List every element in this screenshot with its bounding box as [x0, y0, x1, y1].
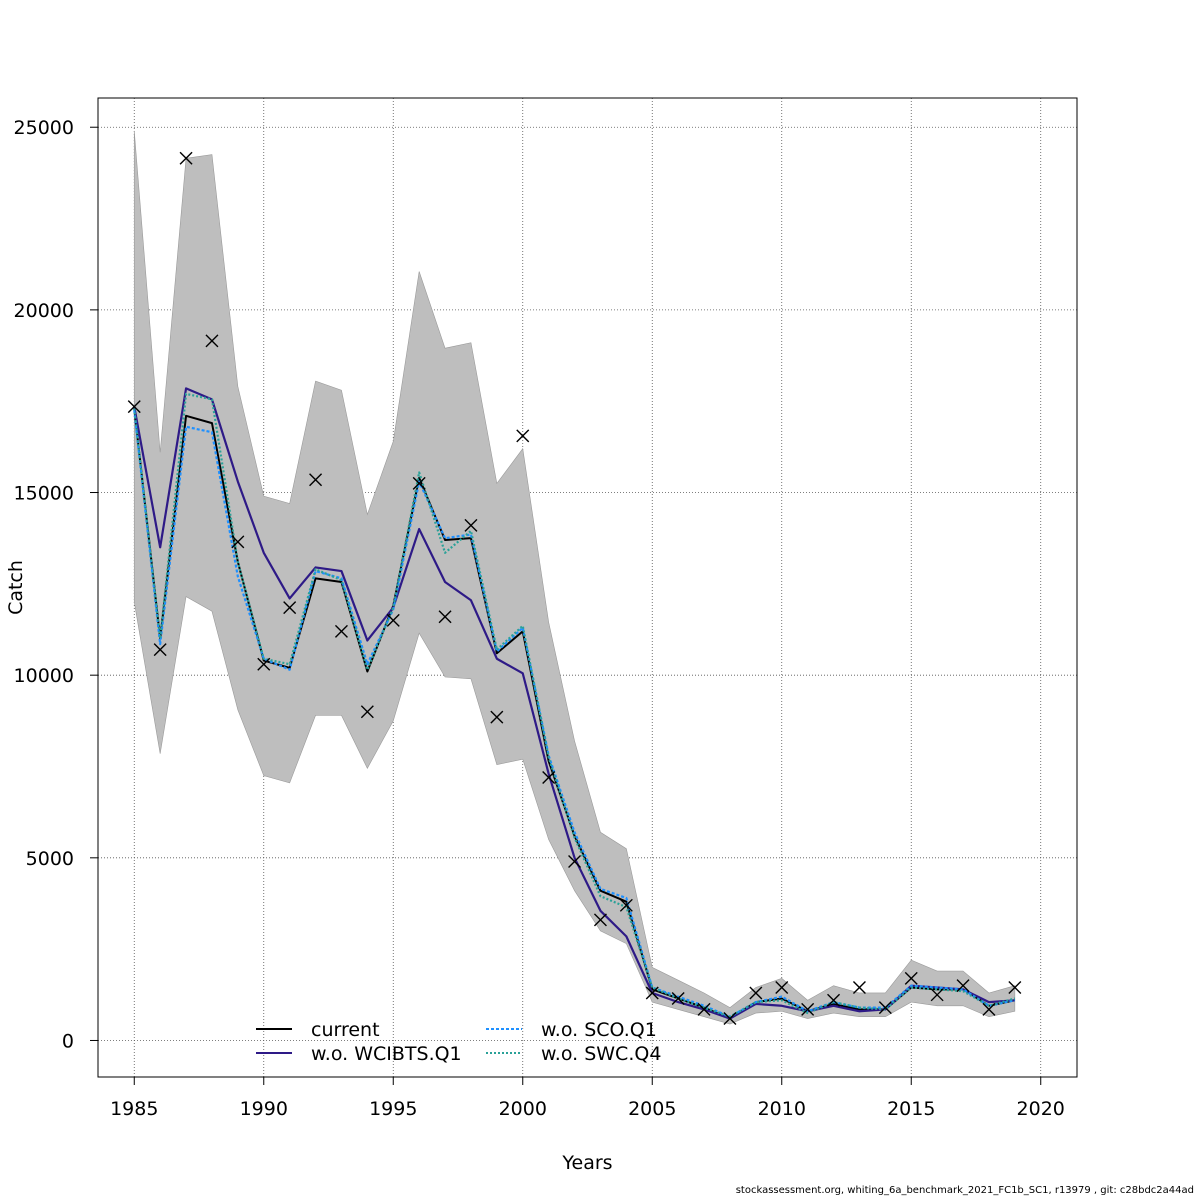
observed-point: [878, 1001, 892, 1015]
legend-label: w.o. SCO.Q1: [541, 1019, 657, 1041]
observed-point: [334, 624, 348, 638]
x-tick-label: 2020: [1017, 1098, 1065, 1120]
observed-point: [982, 1002, 996, 1016]
observed-point: [464, 518, 478, 532]
footer-credit: stockassessment.org, whiting_6a_benchmar…: [735, 1185, 1194, 1196]
observed-point: [775, 981, 789, 994]
observed-point: [438, 610, 452, 624]
observed-catch-markers: [127, 151, 1022, 1026]
observed-point: [205, 334, 219, 348]
confidence-band: [133, 130, 1016, 1025]
observed-point: [179, 151, 193, 165]
legend-label: w.o. SWC.Q4: [541, 1043, 661, 1065]
x-tick-label: 2015: [887, 1098, 935, 1120]
x-tick-label: 1985: [110, 1098, 158, 1120]
legend-label: w.o. WCIBTS.Q1: [311, 1043, 462, 1065]
observed-point: [283, 601, 297, 615]
x-axis: 1985 1990 1995 2000 2005 2010 2015 2020: [110, 1077, 1065, 1120]
y-tick-label: 5000: [26, 848, 74, 870]
x-tick-label: 1990: [240, 1098, 288, 1120]
observed-point: [153, 643, 167, 657]
observed-point: [360, 705, 374, 719]
series-line-4: [133, 392, 1016, 1018]
observed-point: [568, 854, 582, 868]
series-lines: [133, 387, 1016, 1020]
observed-point: [412, 476, 426, 490]
observed-point: [490, 710, 504, 724]
observed-point: [749, 986, 763, 1000]
y-axis: 0 5000 10000 15000 20000 25000: [14, 117, 98, 1052]
confidence-band-area: [133, 130, 1016, 1025]
observed-point: [593, 913, 607, 927]
observed-point: [619, 898, 633, 912]
plot-frame: [97, 97, 1078, 1078]
observed-point: [516, 429, 530, 443]
y-tick-label: 20000: [14, 300, 74, 322]
x-tick-label: 1995: [369, 1098, 417, 1120]
x-tick-label: 2010: [758, 1098, 806, 1120]
y-axis-title: Catch: [5, 560, 27, 615]
x-axis-title: Years: [561, 1152, 612, 1174]
observed-point: [852, 981, 866, 994]
observed-point: [801, 1002, 815, 1016]
observed-point: [930, 988, 944, 1002]
x-tick-label: 2005: [628, 1098, 676, 1120]
legend-label: current: [311, 1019, 380, 1041]
observed-point: [904, 971, 918, 985]
y-tick-label: 0: [62, 1030, 74, 1052]
legend-item-3: w.o. SCO.Q1: [486, 1019, 657, 1041]
observed-point: [1008, 981, 1022, 994]
observed-point: [309, 473, 323, 487]
observed-point: [697, 1002, 711, 1016]
observed-point: [231, 535, 245, 549]
legend-item-2: w.o. WCIBTS.Q1: [256, 1043, 462, 1065]
legend-item-1: current: [256, 1019, 380, 1041]
y-tick-label: 15000: [14, 483, 74, 505]
y-tick-label: 25000: [14, 117, 74, 139]
observed-point: [257, 657, 271, 671]
series-line-2: [133, 387, 1015, 1020]
observed-point: [645, 986, 659, 1000]
observed-point: [956, 979, 970, 993]
observed-point: [386, 613, 400, 627]
y-tick-label: 10000: [14, 665, 74, 687]
legend-item-4: w.o. SWC.Q4: [486, 1043, 661, 1065]
observed-point: [723, 1012, 737, 1026]
observed-point: [542, 770, 556, 784]
observed-point: [127, 400, 141, 414]
observed-point: [671, 991, 685, 1005]
x-tick-label: 2000: [499, 1098, 547, 1120]
observed-point: [827, 993, 841, 1007]
